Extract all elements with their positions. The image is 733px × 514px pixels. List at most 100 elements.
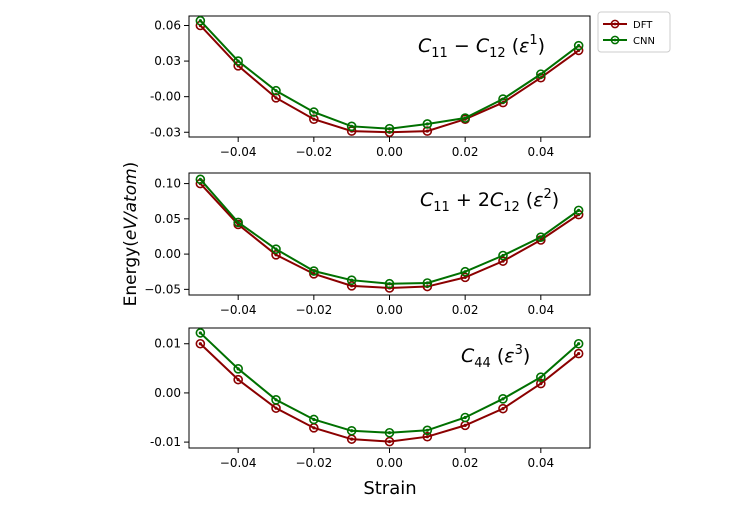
data-point-center-cnn bbox=[198, 19, 202, 23]
data-point-cnn bbox=[384, 123, 395, 134]
data-point-cnn bbox=[422, 119, 433, 129]
data-point-dft bbox=[271, 250, 281, 260]
data-point-center-cnn bbox=[350, 429, 354, 433]
data-point-cnn bbox=[460, 266, 470, 277]
data-point-cnn bbox=[536, 372, 546, 382]
data-point-center-dft bbox=[501, 407, 505, 411]
data-point-cnn bbox=[422, 278, 433, 288]
data-point-dft bbox=[384, 436, 395, 447]
data-point-center-dft bbox=[539, 381, 543, 386]
data-point-dft bbox=[195, 338, 206, 349]
data-point-center-dft bbox=[312, 117, 316, 121]
data-point-center-cnn bbox=[198, 177, 202, 181]
data-point-center-cnn bbox=[425, 428, 429, 432]
data-point-cnn bbox=[271, 244, 281, 254]
data-point-center-dft bbox=[236, 378, 240, 382]
data-point-dft bbox=[498, 403, 508, 414]
data-point-cnn bbox=[536, 69, 546, 79]
y-tick-label: 0.03 bbox=[154, 54, 181, 68]
y-tick-label: 0.06 bbox=[154, 18, 181, 32]
data-point-cnn bbox=[195, 328, 206, 338]
data-point-cnn bbox=[346, 275, 357, 285]
data-point-center-cnn bbox=[501, 97, 505, 101]
data-point-cnn bbox=[498, 94, 508, 104]
data-point-cnn bbox=[271, 85, 281, 96]
data-point-center-dft bbox=[198, 342, 202, 346]
data-point-center-dft bbox=[387, 440, 392, 444]
data-point-center-cnn bbox=[577, 44, 581, 48]
x-tick-label: −0.04 bbox=[220, 145, 257, 159]
data-point-dft bbox=[346, 281, 357, 291]
data-point-cnn bbox=[309, 414, 319, 425]
panel-2: −0.04 −0.02 0.00 0.02 0.04 −0.05 0.00 0.05 0.10 C… bbox=[144, 172, 591, 317]
data-point-center-cnn bbox=[350, 278, 354, 282]
x-tick-label: 0.00 bbox=[376, 145, 403, 159]
data-point-dft bbox=[271, 93, 281, 103]
data-point-cnn bbox=[309, 266, 319, 276]
legend-label: CNN bbox=[633, 36, 655, 47]
data-point-center-dft bbox=[312, 426, 316, 430]
data-point-center-cnn bbox=[274, 89, 278, 93]
data-point-center-cnn bbox=[312, 417, 316, 422]
x-tick-label: 0.04 bbox=[527, 303, 554, 317]
data-point-dft bbox=[422, 431, 433, 442]
data-point-center-dft bbox=[577, 351, 581, 356]
panel-1: −0.04 −0.02 0.00 0.02 0.04 -0.03 -0.00 0.03 0.06… bbox=[150, 15, 591, 159]
data-point-cnn bbox=[460, 412, 470, 423]
y-tick-label: 0.10 bbox=[154, 177, 181, 191]
data-point-center-dft bbox=[463, 423, 467, 427]
data-point-dft bbox=[460, 272, 470, 283]
data-point-center-cnn bbox=[236, 367, 240, 371]
data-point-cnn bbox=[195, 15, 206, 26]
y-tick-label: −0.05 bbox=[144, 282, 181, 296]
data-point-cnn bbox=[271, 395, 281, 405]
data-point-cnn bbox=[195, 174, 206, 185]
data-point-dft bbox=[536, 378, 546, 389]
data-point-dft bbox=[233, 374, 243, 385]
data-point-cnn bbox=[573, 40, 584, 51]
data-point-dft bbox=[573, 348, 584, 359]
legend: DFT CNN bbox=[597, 11, 671, 53]
data-point-center-cnn bbox=[463, 270, 467, 274]
legend-marker-center bbox=[613, 22, 617, 26]
data-point-center-cnn bbox=[387, 431, 392, 435]
data-point-center-cnn bbox=[539, 235, 543, 239]
data-point-center-dft bbox=[350, 437, 354, 441]
data-point-center-cnn bbox=[312, 110, 316, 114]
data-point-center-cnn bbox=[577, 342, 581, 346]
x-tick-label: −0.02 bbox=[295, 456, 332, 470]
legend-marker bbox=[610, 35, 620, 45]
data-point-center-cnn bbox=[539, 375, 543, 379]
x-tick-label: 0.02 bbox=[452, 145, 479, 159]
data-point-cnn bbox=[460, 113, 470, 123]
chart-panels: −0.04 −0.02 0.00 0.02 0.04 -0.03 -0.00 0.03 0.06… bbox=[144, 15, 591, 470]
data-point-center-dft bbox=[425, 435, 429, 439]
y-tick-label: -0.01 bbox=[150, 435, 181, 449]
data-point-center-cnn bbox=[539, 72, 543, 76]
x-tick-label: 0.02 bbox=[452, 456, 479, 470]
data-point-cnn bbox=[498, 394, 508, 404]
x-tick-label: 0.00 bbox=[376, 303, 403, 317]
panel-3: −0.04 −0.02 0.00 0.02 0.04 -0.01 0.00 0.01 C44 (… bbox=[150, 327, 591, 470]
data-point-cnn bbox=[573, 205, 584, 216]
x-tick-label: 0.02 bbox=[452, 303, 479, 317]
data-point-center-cnn bbox=[312, 269, 316, 273]
data-point-center-cnn bbox=[425, 281, 429, 285]
data-point-cnn bbox=[536, 232, 546, 242]
legend-item-dft: DFT bbox=[603, 19, 653, 31]
x-tick-label: 0.04 bbox=[527, 145, 554, 159]
data-point-dft bbox=[422, 126, 433, 136]
data-point-center-cnn bbox=[236, 220, 240, 224]
data-point-center-dft bbox=[350, 284, 354, 288]
y-axis-label: Energy(eV/atom) bbox=[121, 162, 141, 307]
panel-2-annotation: C11 + 2C12 (ε2) bbox=[420, 187, 559, 215]
y-tick-label: 0.00 bbox=[154, 386, 181, 400]
data-point-center-dft bbox=[425, 129, 429, 133]
x-tick-label: 0.00 bbox=[376, 456, 403, 470]
data-point-center-cnn bbox=[577, 208, 581, 212]
y-tick-label: 0.00 bbox=[154, 247, 181, 261]
data-point-cnn bbox=[233, 56, 243, 66]
data-point-dft bbox=[498, 256, 508, 266]
data-point-center-cnn bbox=[387, 127, 392, 131]
